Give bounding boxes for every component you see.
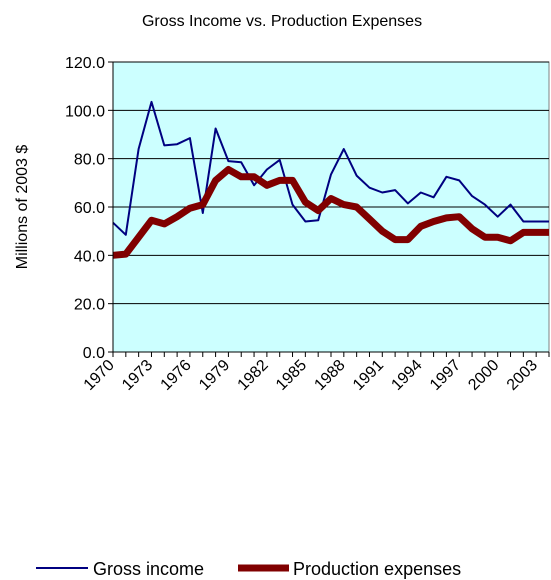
x-tick-label: 1985: [273, 357, 310, 394]
y-axis-title: Millions of 2003 $: [14, 145, 31, 270]
x-tick-label: 1982: [235, 357, 272, 394]
x-tick-label: 1994: [388, 357, 425, 394]
x-tick-label: 1988: [311, 357, 348, 394]
legend-label-0: Gross income: [93, 559, 204, 579]
x-tick-label: 1997: [427, 357, 464, 394]
y-tick-label: 60.0: [74, 200, 105, 217]
y-tick-label: 0.0: [83, 345, 105, 362]
y-tick-label: 120.0: [65, 55, 105, 72]
legend-label-1: Production expenses: [293, 559, 461, 579]
y-tick-label: 100.0: [65, 103, 105, 120]
x-tick-label: 2000: [465, 357, 502, 394]
y-tick-label: 20.0: [74, 297, 105, 314]
x-tick-label: 1991: [350, 357, 387, 394]
x-tick-label: 1970: [81, 357, 118, 394]
legend: Gross income Production expenses: [36, 559, 461, 579]
x-tick-label: 1979: [196, 357, 233, 394]
x-tick-label: 1973: [119, 357, 156, 394]
x-tick-label: 1976: [158, 357, 195, 394]
series-line-1: [112, 166, 549, 259]
series-line-0: [112, 100, 549, 236]
x-tick-label: 2003: [504, 357, 541, 394]
y-tick-label: 40.0: [74, 248, 105, 265]
chart-title: Gross Income vs. Production Expenses: [142, 13, 422, 30]
y-tick-label: 80.0: [74, 152, 105, 169]
series-lines: [112, 100, 549, 259]
